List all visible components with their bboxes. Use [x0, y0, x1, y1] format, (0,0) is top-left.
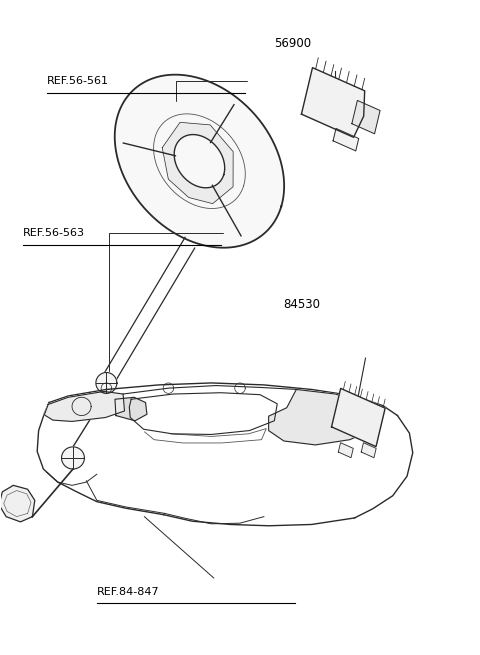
- Polygon shape: [44, 392, 124, 421]
- Polygon shape: [162, 122, 233, 204]
- Text: REF.84-847: REF.84-847: [97, 587, 159, 597]
- Polygon shape: [269, 390, 379, 445]
- Text: REF.56-563: REF.56-563: [23, 228, 85, 238]
- Text: REF.56-561: REF.56-561: [47, 76, 109, 86]
- Polygon shape: [61, 447, 84, 469]
- Text: 56900: 56900: [274, 37, 311, 50]
- Polygon shape: [96, 373, 117, 394]
- Polygon shape: [332, 388, 385, 447]
- Polygon shape: [0, 485, 35, 522]
- Polygon shape: [361, 443, 376, 458]
- Polygon shape: [352, 100, 380, 134]
- Text: 84530: 84530: [284, 298, 321, 311]
- Polygon shape: [115, 75, 284, 248]
- Polygon shape: [301, 67, 365, 138]
- Polygon shape: [115, 398, 147, 421]
- Polygon shape: [338, 443, 353, 458]
- Polygon shape: [174, 134, 225, 188]
- Polygon shape: [333, 128, 359, 151]
